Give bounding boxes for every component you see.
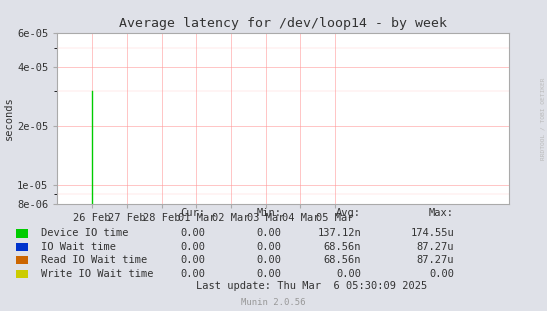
Bar: [16, 256, 28, 264]
Text: 0.00: 0.00: [257, 269, 282, 279]
Text: 0.00: 0.00: [180, 255, 205, 265]
Text: 0.00: 0.00: [336, 269, 361, 279]
Text: 68.56n: 68.56n: [323, 242, 361, 252]
Text: 0.00: 0.00: [257, 228, 282, 238]
Text: 68.56n: 68.56n: [323, 255, 361, 265]
Text: 87.27u: 87.27u: [416, 242, 454, 252]
Text: Cur:: Cur:: [180, 208, 205, 218]
Bar: [16, 243, 28, 251]
Text: 0.00: 0.00: [257, 255, 282, 265]
Text: RRDTOOL / TOBI OETIKER: RRDTOOL / TOBI OETIKER: [540, 78, 545, 160]
Text: 0.00: 0.00: [257, 242, 282, 252]
Y-axis label: seconds: seconds: [4, 96, 14, 140]
Text: Read IO Wait time: Read IO Wait time: [41, 255, 147, 265]
Text: 0.00: 0.00: [180, 228, 205, 238]
Text: Min:: Min:: [257, 208, 282, 218]
Text: Write IO Wait time: Write IO Wait time: [41, 269, 154, 279]
Bar: [16, 229, 28, 238]
Text: Munin 2.0.56: Munin 2.0.56: [241, 298, 306, 307]
Text: 0.00: 0.00: [180, 269, 205, 279]
Title: Average latency for /dev/loop14 - by week: Average latency for /dev/loop14 - by wee…: [119, 17, 447, 30]
Text: IO Wait time: IO Wait time: [41, 242, 116, 252]
Bar: [16, 270, 28, 278]
Text: 0.00: 0.00: [429, 269, 454, 279]
Text: Avg:: Avg:: [336, 208, 361, 218]
Text: 87.27u: 87.27u: [416, 255, 454, 265]
Text: 0.00: 0.00: [180, 242, 205, 252]
Text: Device IO time: Device IO time: [41, 228, 129, 238]
Text: Last update: Thu Mar  6 05:30:09 2025: Last update: Thu Mar 6 05:30:09 2025: [196, 281, 427, 290]
Text: 174.55u: 174.55u: [410, 228, 454, 238]
Text: Max:: Max:: [429, 208, 454, 218]
Text: 137.12n: 137.12n: [317, 228, 361, 238]
